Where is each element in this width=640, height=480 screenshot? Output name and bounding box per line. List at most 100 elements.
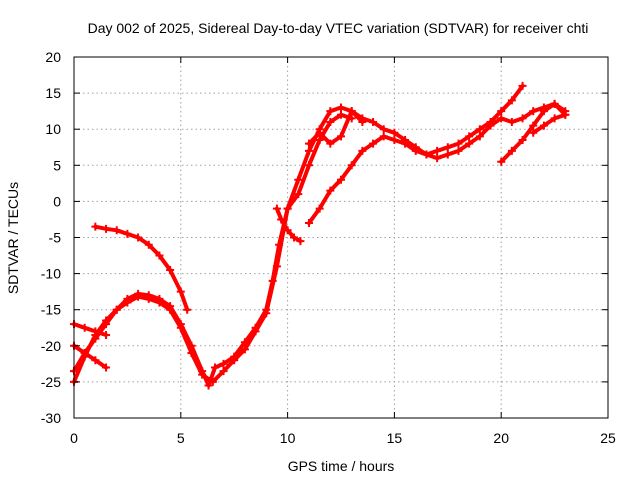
data-point-marker bbox=[176, 287, 185, 296]
data-point-marker bbox=[134, 292, 143, 301]
y-tick-label: 0 bbox=[53, 193, 61, 209]
series-track-8 bbox=[304, 81, 527, 228]
data-point-marker bbox=[134, 233, 143, 242]
data-point-marker bbox=[539, 121, 548, 130]
data-point-marker bbox=[198, 370, 207, 379]
data-point-marker bbox=[379, 125, 388, 134]
data-point-marker bbox=[443, 150, 452, 159]
x-axis-label: GPS time / hours bbox=[288, 458, 395, 474]
data-point-marker bbox=[208, 377, 217, 386]
data-point-marker bbox=[465, 139, 474, 148]
y-tick-label: 5 bbox=[53, 157, 61, 173]
series-track-line bbox=[72, 105, 365, 388]
data-point-marker bbox=[144, 294, 153, 303]
data-point-marker bbox=[102, 363, 111, 372]
series-track-5 bbox=[91, 222, 192, 314]
data-point-marker bbox=[550, 99, 559, 108]
data-point-marker bbox=[294, 190, 303, 199]
data-point-marker bbox=[166, 305, 175, 314]
data-point-marker bbox=[80, 323, 89, 332]
data-point-marker bbox=[497, 107, 506, 116]
x-tick-label: 10 bbox=[280, 430, 296, 446]
data-point-marker bbox=[155, 251, 164, 260]
data-point-marker bbox=[230, 356, 239, 365]
data-point-marker bbox=[123, 298, 132, 307]
data-point-marker bbox=[176, 323, 185, 332]
tick-layer: 0 5 10 15 20 25 -30 -25 -20 -15 -10 -5 0 5 10 15 20 bbox=[41, 49, 616, 446]
y-tick-label: -5 bbox=[49, 230, 62, 246]
y-tick-label: 10 bbox=[45, 121, 61, 137]
data-point-marker bbox=[390, 136, 399, 145]
data-point-marker bbox=[337, 103, 345, 112]
data-point-marker bbox=[507, 117, 516, 126]
data-point-marker bbox=[454, 139, 463, 148]
series-track-10 bbox=[529, 110, 570, 137]
data-point-marker bbox=[283, 226, 292, 235]
data-point-marker bbox=[347, 107, 356, 116]
data-point-marker bbox=[497, 114, 506, 123]
data-point-marker bbox=[475, 125, 484, 134]
data-point-marker bbox=[369, 139, 378, 148]
data-point-marker bbox=[240, 345, 249, 354]
data-point-marker bbox=[411, 146, 420, 155]
data-point-marker bbox=[262, 309, 271, 318]
data-point-marker bbox=[369, 117, 378, 126]
data-point-marker bbox=[91, 222, 100, 231]
series-layer bbox=[70, 81, 570, 390]
data-point-marker bbox=[358, 114, 367, 123]
data-point-marker bbox=[326, 107, 335, 116]
data-point-marker bbox=[315, 128, 324, 137]
data-point-marker bbox=[304, 161, 313, 170]
data-point-marker bbox=[443, 143, 452, 152]
data-point-marker bbox=[337, 110, 345, 119]
data-point-marker bbox=[304, 139, 313, 148]
y-tick-label: -30 bbox=[41, 410, 61, 426]
data-point-marker bbox=[123, 229, 132, 238]
series-track-line bbox=[72, 112, 354, 384]
data-point-marker bbox=[518, 114, 527, 123]
x-tick-label: 5 bbox=[177, 430, 185, 446]
data-point-marker bbox=[294, 175, 303, 184]
series-track-1 bbox=[70, 103, 367, 390]
data-point-marker bbox=[183, 305, 192, 314]
data-point-marker bbox=[204, 381, 213, 390]
data-point-marker bbox=[272, 262, 281, 271]
data-point-marker bbox=[277, 215, 286, 224]
data-point-marker bbox=[283, 204, 292, 213]
series-track-line bbox=[72, 343, 108, 370]
data-point-marker bbox=[219, 367, 228, 376]
data-point-marker bbox=[91, 327, 100, 336]
data-point-marker bbox=[337, 175, 345, 184]
data-point-marker bbox=[326, 139, 335, 148]
data-point-marker bbox=[296, 237, 305, 246]
data-point-marker bbox=[102, 224, 111, 233]
x-tick-label: 15 bbox=[387, 430, 403, 446]
data-point-marker bbox=[529, 128, 538, 137]
data-point-marker bbox=[422, 150, 431, 159]
series-track-line bbox=[72, 322, 108, 337]
data-point-marker bbox=[112, 226, 121, 235]
data-point-marker bbox=[433, 146, 442, 155]
data-point-marker bbox=[486, 117, 495, 126]
data-point-marker bbox=[304, 146, 313, 155]
data-point-marker bbox=[326, 186, 335, 195]
grid-layer bbox=[74, 57, 608, 418]
data-point-marker bbox=[507, 146, 516, 155]
data-point-marker bbox=[210, 363, 219, 372]
data-point-marker bbox=[304, 219, 313, 228]
series-track-line bbox=[531, 112, 568, 135]
data-point-marker bbox=[112, 305, 121, 314]
data-point-marker bbox=[80, 349, 89, 358]
data-point-marker bbox=[433, 154, 442, 163]
chart-title: Day 002 of 2025, Sidereal Day-to-day VTE… bbox=[88, 20, 589, 36]
data-point-marker bbox=[315, 136, 324, 145]
y-tick-label: -15 bbox=[41, 302, 61, 318]
y-axis-label: SDTVAR / TECUs bbox=[5, 182, 21, 294]
data-point-marker bbox=[390, 128, 399, 137]
data-point-marker bbox=[497, 157, 506, 166]
data-point-marker bbox=[91, 356, 100, 365]
y-tick-label: -25 bbox=[41, 374, 61, 390]
y-tick-label: 15 bbox=[45, 85, 61, 101]
data-point-marker bbox=[475, 132, 484, 141]
series-track-6 bbox=[272, 204, 305, 246]
